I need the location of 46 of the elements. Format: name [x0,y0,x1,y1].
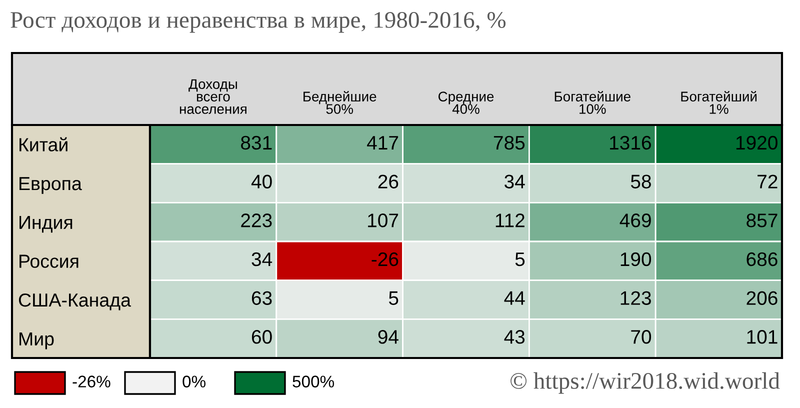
data-label: 223 [241,214,272,228]
data-label: 101 [747,330,778,344]
data-label: 857 [746,214,778,228]
data-label: 831 [241,136,272,150]
data-label: 63 [252,291,272,305]
data-label: 5 [388,291,398,305]
data-label: 70 [631,330,652,344]
data-label: 1920 [736,136,778,150]
text: 0% [182,376,206,388]
data-label: 417 [367,136,398,150]
data-label: 112 [496,214,524,228]
y-tick-label: Китай [20,137,68,152]
data-label: 469 [620,214,651,228]
data-label: 72 [758,174,778,188]
x-tick-label: Средние 40% [438,92,494,114]
data-label: 40 [251,174,272,188]
data-label: 5 [515,252,525,266]
data-label: 686 [746,252,778,266]
data-label: 94 [378,330,398,344]
text: © https://wir2018.wid.world [510,372,780,394]
data-label: 44 [504,291,525,305]
x-tick-label: Доходы всего населения [180,79,246,114]
x-tick-label: Богатейшие 10% [554,91,630,114]
y-tick-label: Европа [20,177,82,194]
y-tick-label: Мир [20,332,54,350]
data-label: 34 [504,174,525,188]
data-label: -26 [372,252,398,266]
chart-title: Рост доходов и неравенства в мире, 1980-2016, % [10,12,506,33]
data-label: 190 [620,252,652,266]
text: -26% [72,376,110,388]
y-tick-label: Россия [20,254,78,268]
data-label: 1316 [610,136,651,150]
data-label: 107 [368,214,398,228]
data-label: 785 [494,136,525,150]
data-label: 43 [504,330,525,344]
text: 500% [292,376,334,388]
data-label: 123 [620,291,651,305]
x-tick-label: Богатейший 1% [681,91,757,114]
data-label: 58 [630,174,651,188]
data-label: 206 [746,291,778,305]
y-tick-label: США-Канада [18,293,131,310]
data-label: 26 [378,174,398,188]
x-tick-label: Беднейшие 50% [304,91,376,114]
data-label: 60 [252,330,272,344]
data-label: 34 [252,252,272,266]
y-tick-label: Индия [20,216,72,233]
